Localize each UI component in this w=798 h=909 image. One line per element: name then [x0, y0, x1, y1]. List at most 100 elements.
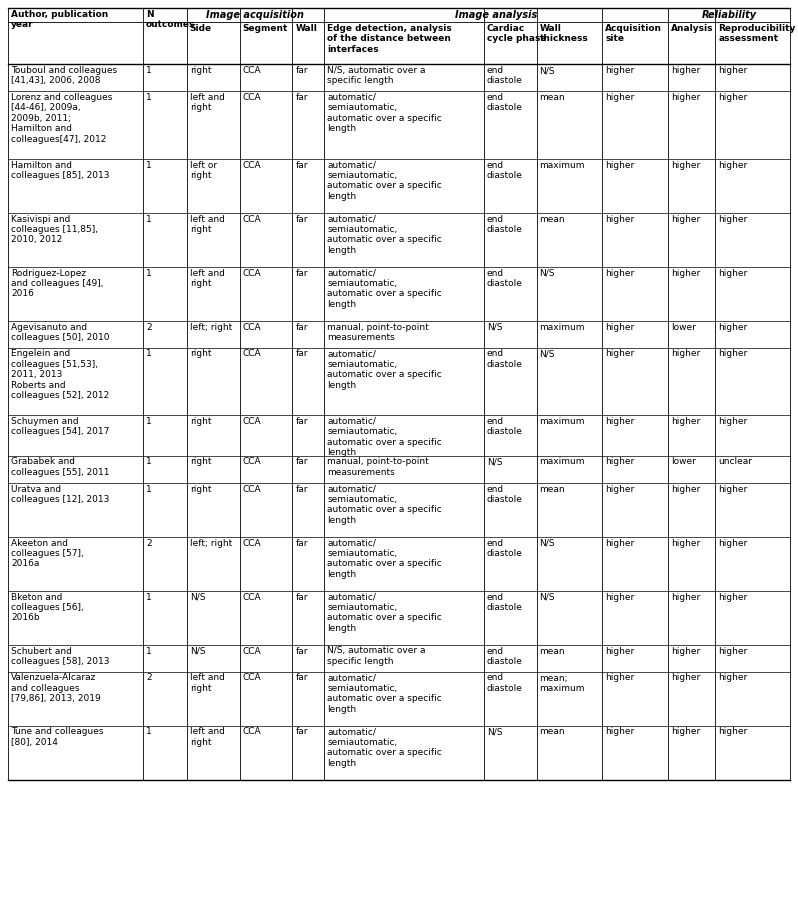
Text: N/S: N/S	[539, 593, 555, 602]
Text: end
diastole: end diastole	[487, 93, 523, 113]
Text: Kasivispi and
colleagues [11,85],
2010, 2012: Kasivispi and colleagues [11,85], 2010, …	[11, 215, 98, 245]
Text: Analysis: Analysis	[671, 24, 713, 33]
Text: left or
right: left or right	[190, 161, 217, 180]
Text: higher: higher	[671, 646, 700, 655]
Text: higher: higher	[605, 727, 634, 736]
Text: CCA: CCA	[243, 457, 261, 466]
Text: end
diastole: end diastole	[487, 646, 523, 666]
Text: end
diastole: end diastole	[487, 674, 523, 693]
Text: higher: higher	[671, 674, 700, 683]
Text: far: far	[295, 66, 308, 75]
Text: higher: higher	[671, 484, 700, 494]
Text: left and
right: left and right	[190, 268, 224, 288]
Text: 1: 1	[146, 593, 152, 602]
Text: far: far	[295, 268, 308, 277]
Text: left and
right: left and right	[190, 674, 224, 693]
Text: Image analysis: Image analysis	[455, 10, 537, 20]
Text: manual, point-to-point
measurements: manual, point-to-point measurements	[327, 457, 429, 477]
Text: Edge detection, analysis
of the distance between
interfaces: Edge detection, analysis of the distance…	[327, 24, 452, 54]
Text: CCA: CCA	[243, 674, 261, 683]
Text: CCA: CCA	[243, 727, 261, 736]
Text: higher: higher	[671, 727, 700, 736]
Text: N/S: N/S	[190, 646, 205, 655]
Text: CCA: CCA	[243, 593, 261, 602]
Text: far: far	[295, 215, 308, 224]
Text: higher: higher	[718, 268, 748, 277]
Text: far: far	[295, 674, 308, 683]
Text: left; right: left; right	[190, 323, 232, 332]
Text: far: far	[295, 93, 308, 102]
Text: Grababek and
colleagues [55], 2011: Grababek and colleagues [55], 2011	[11, 457, 109, 477]
Text: automatic/
semiautomatic,
automatic over a specific
length: automatic/ semiautomatic, automatic over…	[327, 593, 442, 633]
Text: automatic/
semiautomatic,
automatic over a specific
length: automatic/ semiautomatic, automatic over…	[327, 268, 442, 309]
Text: 1: 1	[146, 727, 152, 736]
Text: 2: 2	[146, 538, 152, 547]
Text: higher: higher	[671, 161, 700, 169]
Text: mean: mean	[539, 646, 565, 655]
Text: 1: 1	[146, 349, 152, 358]
Text: Valenzuela-Alcaraz
and colleagues
[79,86], 2013, 2019: Valenzuela-Alcaraz and colleagues [79,86…	[11, 674, 101, 704]
Text: far: far	[295, 161, 308, 169]
Text: Akeeton and
colleagues [57],
2016a: Akeeton and colleagues [57], 2016a	[11, 538, 84, 568]
Text: mean: mean	[539, 215, 565, 224]
Text: manual, point-to-point
measurements: manual, point-to-point measurements	[327, 323, 429, 342]
Text: higher: higher	[605, 268, 634, 277]
Text: higher: higher	[605, 457, 634, 466]
Text: left; right: left; right	[190, 538, 232, 547]
Text: lower: lower	[671, 323, 696, 332]
Text: Lorenz and colleagues
[44-46], 2009a,
2009b, 2011;
Hamilton and
colleagues[47], : Lorenz and colleagues [44-46], 2009a, 20…	[11, 93, 113, 144]
Text: unclear: unclear	[718, 457, 753, 466]
Text: higher: higher	[718, 66, 748, 75]
Text: automatic/
semiautomatic,
automatic over a specific
length: automatic/ semiautomatic, automatic over…	[327, 417, 442, 457]
Text: end
diastole: end diastole	[487, 538, 523, 558]
Text: 2: 2	[146, 674, 152, 683]
Text: 1: 1	[146, 646, 152, 655]
Text: N/S: N/S	[539, 66, 555, 75]
Text: CCA: CCA	[243, 538, 261, 547]
Text: higher: higher	[605, 593, 634, 602]
Text: Image acquisition: Image acquisition	[207, 10, 305, 20]
Text: 1: 1	[146, 161, 152, 169]
Text: higher: higher	[605, 66, 634, 75]
Text: higher: higher	[671, 93, 700, 102]
Text: end
diastole: end diastole	[487, 593, 523, 612]
Text: higher: higher	[718, 215, 748, 224]
Text: higher: higher	[605, 349, 634, 358]
Text: end
diastole: end diastole	[487, 484, 523, 504]
Text: higher: higher	[605, 93, 634, 102]
Text: higher: higher	[718, 593, 748, 602]
Text: higher: higher	[605, 538, 634, 547]
Text: end
diastole: end diastole	[487, 417, 523, 436]
Text: mean: mean	[539, 484, 565, 494]
Text: automatic/
semiautomatic,
automatic over a specific
length: automatic/ semiautomatic, automatic over…	[327, 538, 442, 579]
Text: lower: lower	[671, 457, 696, 466]
Text: left and
right: left and right	[190, 727, 224, 747]
Text: higher: higher	[671, 215, 700, 224]
Text: higher: higher	[605, 484, 634, 494]
Text: Hamilton and
colleagues [85], 2013: Hamilton and colleagues [85], 2013	[11, 161, 109, 180]
Text: N
outcomes: N outcomes	[146, 10, 196, 29]
Text: Side: Side	[190, 24, 211, 33]
Text: Touboul and colleagues
[41,43], 2006, 2008: Touboul and colleagues [41,43], 2006, 20…	[11, 66, 117, 85]
Text: higher: higher	[718, 484, 748, 494]
Text: Cardiac
cycle phase: Cardiac cycle phase	[487, 24, 547, 44]
Text: N/S: N/S	[487, 727, 502, 736]
Text: higher: higher	[605, 323, 634, 332]
Text: end
diastole: end diastole	[487, 349, 523, 369]
Text: Agevisanuto and
colleagues [50], 2010: Agevisanuto and colleagues [50], 2010	[11, 323, 109, 342]
Text: Wall: Wall	[295, 24, 318, 33]
Text: higher: higher	[718, 349, 748, 358]
Text: end
diastole: end diastole	[487, 215, 523, 234]
Text: higher: higher	[718, 417, 748, 426]
Text: higher: higher	[718, 646, 748, 655]
Text: CCA: CCA	[243, 215, 261, 224]
Text: Rodriguez-Lopez
and colleagues [49],
2016: Rodriguez-Lopez and colleagues [49], 201…	[11, 268, 104, 298]
Text: Author, publication
year: Author, publication year	[11, 10, 109, 29]
Text: far: far	[295, 484, 308, 494]
Text: maximum: maximum	[539, 457, 585, 466]
Text: higher: higher	[605, 161, 634, 169]
Text: 1: 1	[146, 215, 152, 224]
Text: far: far	[295, 323, 308, 332]
Text: higher: higher	[718, 538, 748, 547]
Text: higher: higher	[671, 593, 700, 602]
